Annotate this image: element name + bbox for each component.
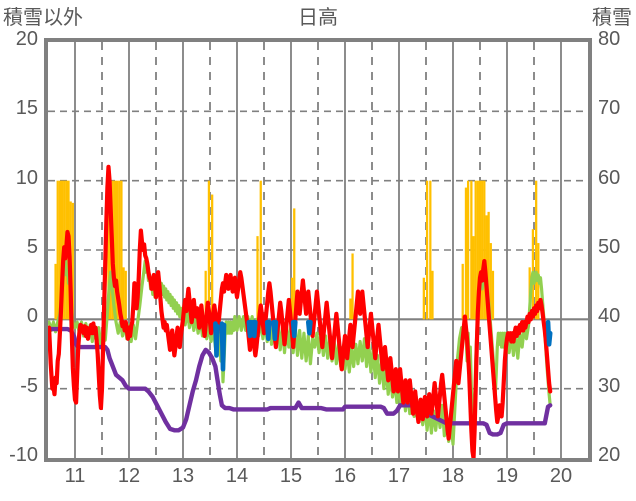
plot-inner	[48, 42, 588, 458]
y-tick-right-40: 40	[598, 305, 621, 328]
x-tick-13: 13	[171, 465, 195, 487]
x-tick-16: 16	[333, 465, 357, 487]
x-tick-15: 15	[279, 465, 303, 487]
plot-area	[44, 38, 592, 462]
right-axis-title: 積雪	[592, 7, 632, 29]
y-tick-right-50: 50	[598, 236, 621, 258]
x-tick-20: 20	[549, 465, 573, 487]
y-tick-left--10: -10	[9, 444, 38, 466]
x-tick-17: 17	[387, 465, 411, 487]
y-tick-left-0: 0	[26, 305, 38, 328]
chart-canvas	[48, 42, 588, 458]
left-axis-title: 積雪以外	[3, 7, 83, 29]
y-tick-left-10: 10	[15, 166, 38, 189]
x-tick-18: 18	[441, 465, 465, 487]
y-tick-right-80: 80	[598, 28, 621, 50]
y-tick-right-60: 60	[598, 166, 621, 189]
chart-title: 日高	[298, 7, 338, 29]
x-tick-12: 12	[117, 465, 141, 487]
y-tick-right-30: 30	[598, 374, 621, 397]
x-tick-19: 19	[495, 465, 519, 487]
x-tick-11: 11	[64, 465, 86, 487]
y-tick-left-5: 5	[26, 236, 38, 258]
y-tick-right-20: 20	[598, 444, 621, 466]
y-tick-left-15: 15	[15, 97, 38, 120]
y-tick-right-70: 70	[598, 97, 621, 120]
x-tick-14: 14	[225, 465, 249, 487]
y-tick-left-20: 20	[15, 28, 38, 50]
y-tick-left--5: -5	[20, 374, 38, 397]
